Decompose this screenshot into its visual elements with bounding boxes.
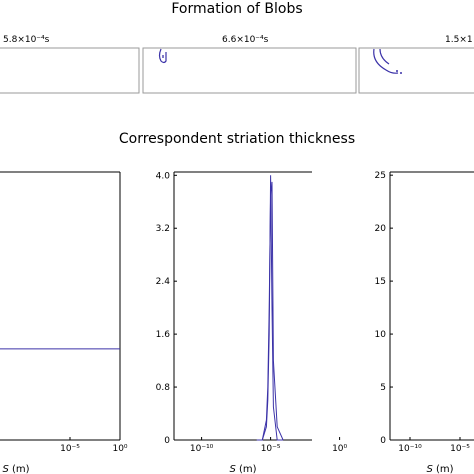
snapshot-time-2: 6.6×10⁻⁴s bbox=[222, 35, 269, 45]
y-tick-label: 10 bbox=[375, 330, 387, 340]
x-axis-unit: (m) bbox=[236, 464, 257, 474]
bottom-title: Correspondent striation thickness bbox=[118, 131, 356, 147]
blob-dot-2 bbox=[400, 72, 402, 74]
y-tick-label: 4.0 bbox=[156, 171, 171, 181]
y-tick-label: 0.8 bbox=[156, 383, 171, 393]
blob-dot-1 bbox=[396, 70, 398, 72]
blob-contour-3 bbox=[373, 48, 399, 74]
thickness-chart-2: 0 0.8 1.6 2.4 3.2 4.0 10⁻¹⁰ 10⁻⁵ 10⁰ S (m) bbox=[156, 171, 348, 474]
snapshot-time-1: 5.8×10⁻⁴s bbox=[3, 35, 50, 45]
top-title: Formation of Blobs bbox=[171, 1, 303, 17]
x-tick-label: 10⁻⁵ bbox=[261, 444, 281, 454]
snapshot-frame-3 bbox=[358, 47, 474, 94]
snapshot-time-3: 1.5×1 bbox=[445, 35, 473, 45]
x-axis-label: S (m) bbox=[426, 464, 453, 474]
x-axis-unit: (m) bbox=[9, 464, 30, 474]
y-tick-label: 2.4 bbox=[156, 277, 171, 287]
thickness-chart-1: 10⁻⁵ 10⁰ S (m) bbox=[0, 171, 128, 474]
y-tick-label: 3.2 bbox=[156, 224, 170, 234]
x-axis-variable: S bbox=[2, 464, 9, 474]
x-axis-variable: S bbox=[426, 464, 433, 474]
x-tick-label: 10⁻¹⁰ bbox=[190, 444, 214, 454]
x-axis-unit: (m) bbox=[433, 464, 454, 474]
series-line-2 bbox=[256, 181, 284, 441]
x-tick-label: 10⁻¹⁰ bbox=[398, 444, 422, 454]
y-tick-label: 15 bbox=[375, 277, 386, 287]
y-tick-label: 25 bbox=[375, 171, 386, 181]
x-axis-variable: S bbox=[229, 464, 236, 474]
snapshot-frame-1 bbox=[0, 47, 140, 94]
x-axis-label: S (m) bbox=[2, 464, 29, 474]
x-tick-label: 10⁻⁵ bbox=[450, 444, 470, 454]
blob-contour-2 bbox=[158, 48, 167, 64]
y-tick-label: 20 bbox=[375, 224, 387, 234]
y-tick-label: 0 bbox=[380, 436, 386, 446]
snapshot-frame-2 bbox=[142, 47, 357, 94]
y-tick-label: 1.6 bbox=[156, 330, 171, 340]
thickness-chart-3: 0 5 10 15 20 25 10⁻¹⁰ 10⁻⁵ S (m) bbox=[375, 171, 474, 474]
blob-contour-3-inner bbox=[379, 48, 390, 65]
y-tick-label: 0 bbox=[164, 436, 170, 446]
y-tick-label: 5 bbox=[380, 383, 386, 393]
x-tick-label: 10⁻⁵ bbox=[60, 444, 80, 454]
x-axis-label: S (m) bbox=[229, 464, 256, 474]
x-tick-label: 10⁰ bbox=[332, 444, 347, 454]
x-tick-label: 10⁰ bbox=[112, 444, 127, 454]
